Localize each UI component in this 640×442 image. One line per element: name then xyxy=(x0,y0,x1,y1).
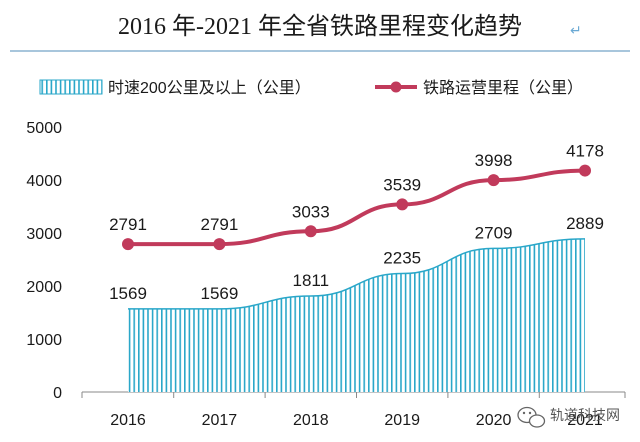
watermark: 轨道科技网 xyxy=(517,406,620,428)
bar-value-label: 2709 xyxy=(475,223,513,242)
bar-top-edge xyxy=(128,238,586,310)
x-tick-label: 2018 xyxy=(293,412,329,429)
line-point xyxy=(579,164,591,177)
y-tick-label: 1000 xyxy=(26,332,62,349)
line-value-label: 4178 xyxy=(566,142,604,161)
chart-title: 2016 年-2021 年全省铁路里程变化趋势 xyxy=(118,13,522,40)
wechat-icon xyxy=(517,406,546,428)
legend: 时速200公里及以上（公里） 铁路运营里程（公里） xyxy=(39,79,583,97)
x-tick-label: 2020 xyxy=(476,412,512,429)
line-value-label: 2791 xyxy=(200,215,238,234)
line-value-label: 3033 xyxy=(292,202,330,221)
line-point xyxy=(304,225,317,238)
legend-marker-line xyxy=(390,81,402,93)
y-axis: 0 1000 2000 3000 4000 5000 xyxy=(26,120,62,402)
line-value-label: 3539 xyxy=(383,175,421,194)
watermark-text: 轨道科技网 xyxy=(550,407,620,423)
line-path xyxy=(126,168,587,247)
y-tick-label: 3000 xyxy=(26,226,62,243)
y-tick-label: 5000 xyxy=(26,120,62,137)
legend-label-bar: 时速200公里及以上（公里） xyxy=(108,79,311,97)
y-tick-label: 2000 xyxy=(26,279,62,296)
line-point xyxy=(396,198,409,211)
legend-swatch-bar xyxy=(39,79,103,95)
x-tick-label: 2016 xyxy=(110,412,146,429)
x-axis: 2016 2017 2018 2019 2020 2021 xyxy=(81,392,626,429)
data-labels: 2791 2791 3033 3539 3998 4178 1569 1569 1811 2235… xyxy=(109,142,604,303)
bar-value-label: 1811 xyxy=(293,271,330,290)
legend-label-line: 铁路运营里程（公里） xyxy=(423,79,583,97)
bar-series xyxy=(128,238,586,392)
bar-area xyxy=(128,238,585,392)
line-series xyxy=(122,164,591,251)
y-tick-label: 0 xyxy=(53,385,62,402)
y-tick-label: 4000 xyxy=(26,173,62,190)
x-tick-label: 2017 xyxy=(202,412,238,429)
bar-value-label: 1569 xyxy=(109,284,147,303)
x-tick-label: 2021 xyxy=(567,412,603,429)
line-value-label: 3998 xyxy=(475,151,513,170)
x-tick-label: 2019 xyxy=(384,412,420,429)
line-point xyxy=(487,174,500,187)
bar-value-label: 2889 xyxy=(566,214,604,233)
bar-value-label: 2235 xyxy=(383,249,421,268)
return-mark-icon: ↵ xyxy=(570,22,582,38)
line-point xyxy=(122,238,134,251)
line-point xyxy=(213,238,226,251)
bar-value-label: 1569 xyxy=(200,284,238,303)
line-value-label: 2791 xyxy=(109,215,147,234)
